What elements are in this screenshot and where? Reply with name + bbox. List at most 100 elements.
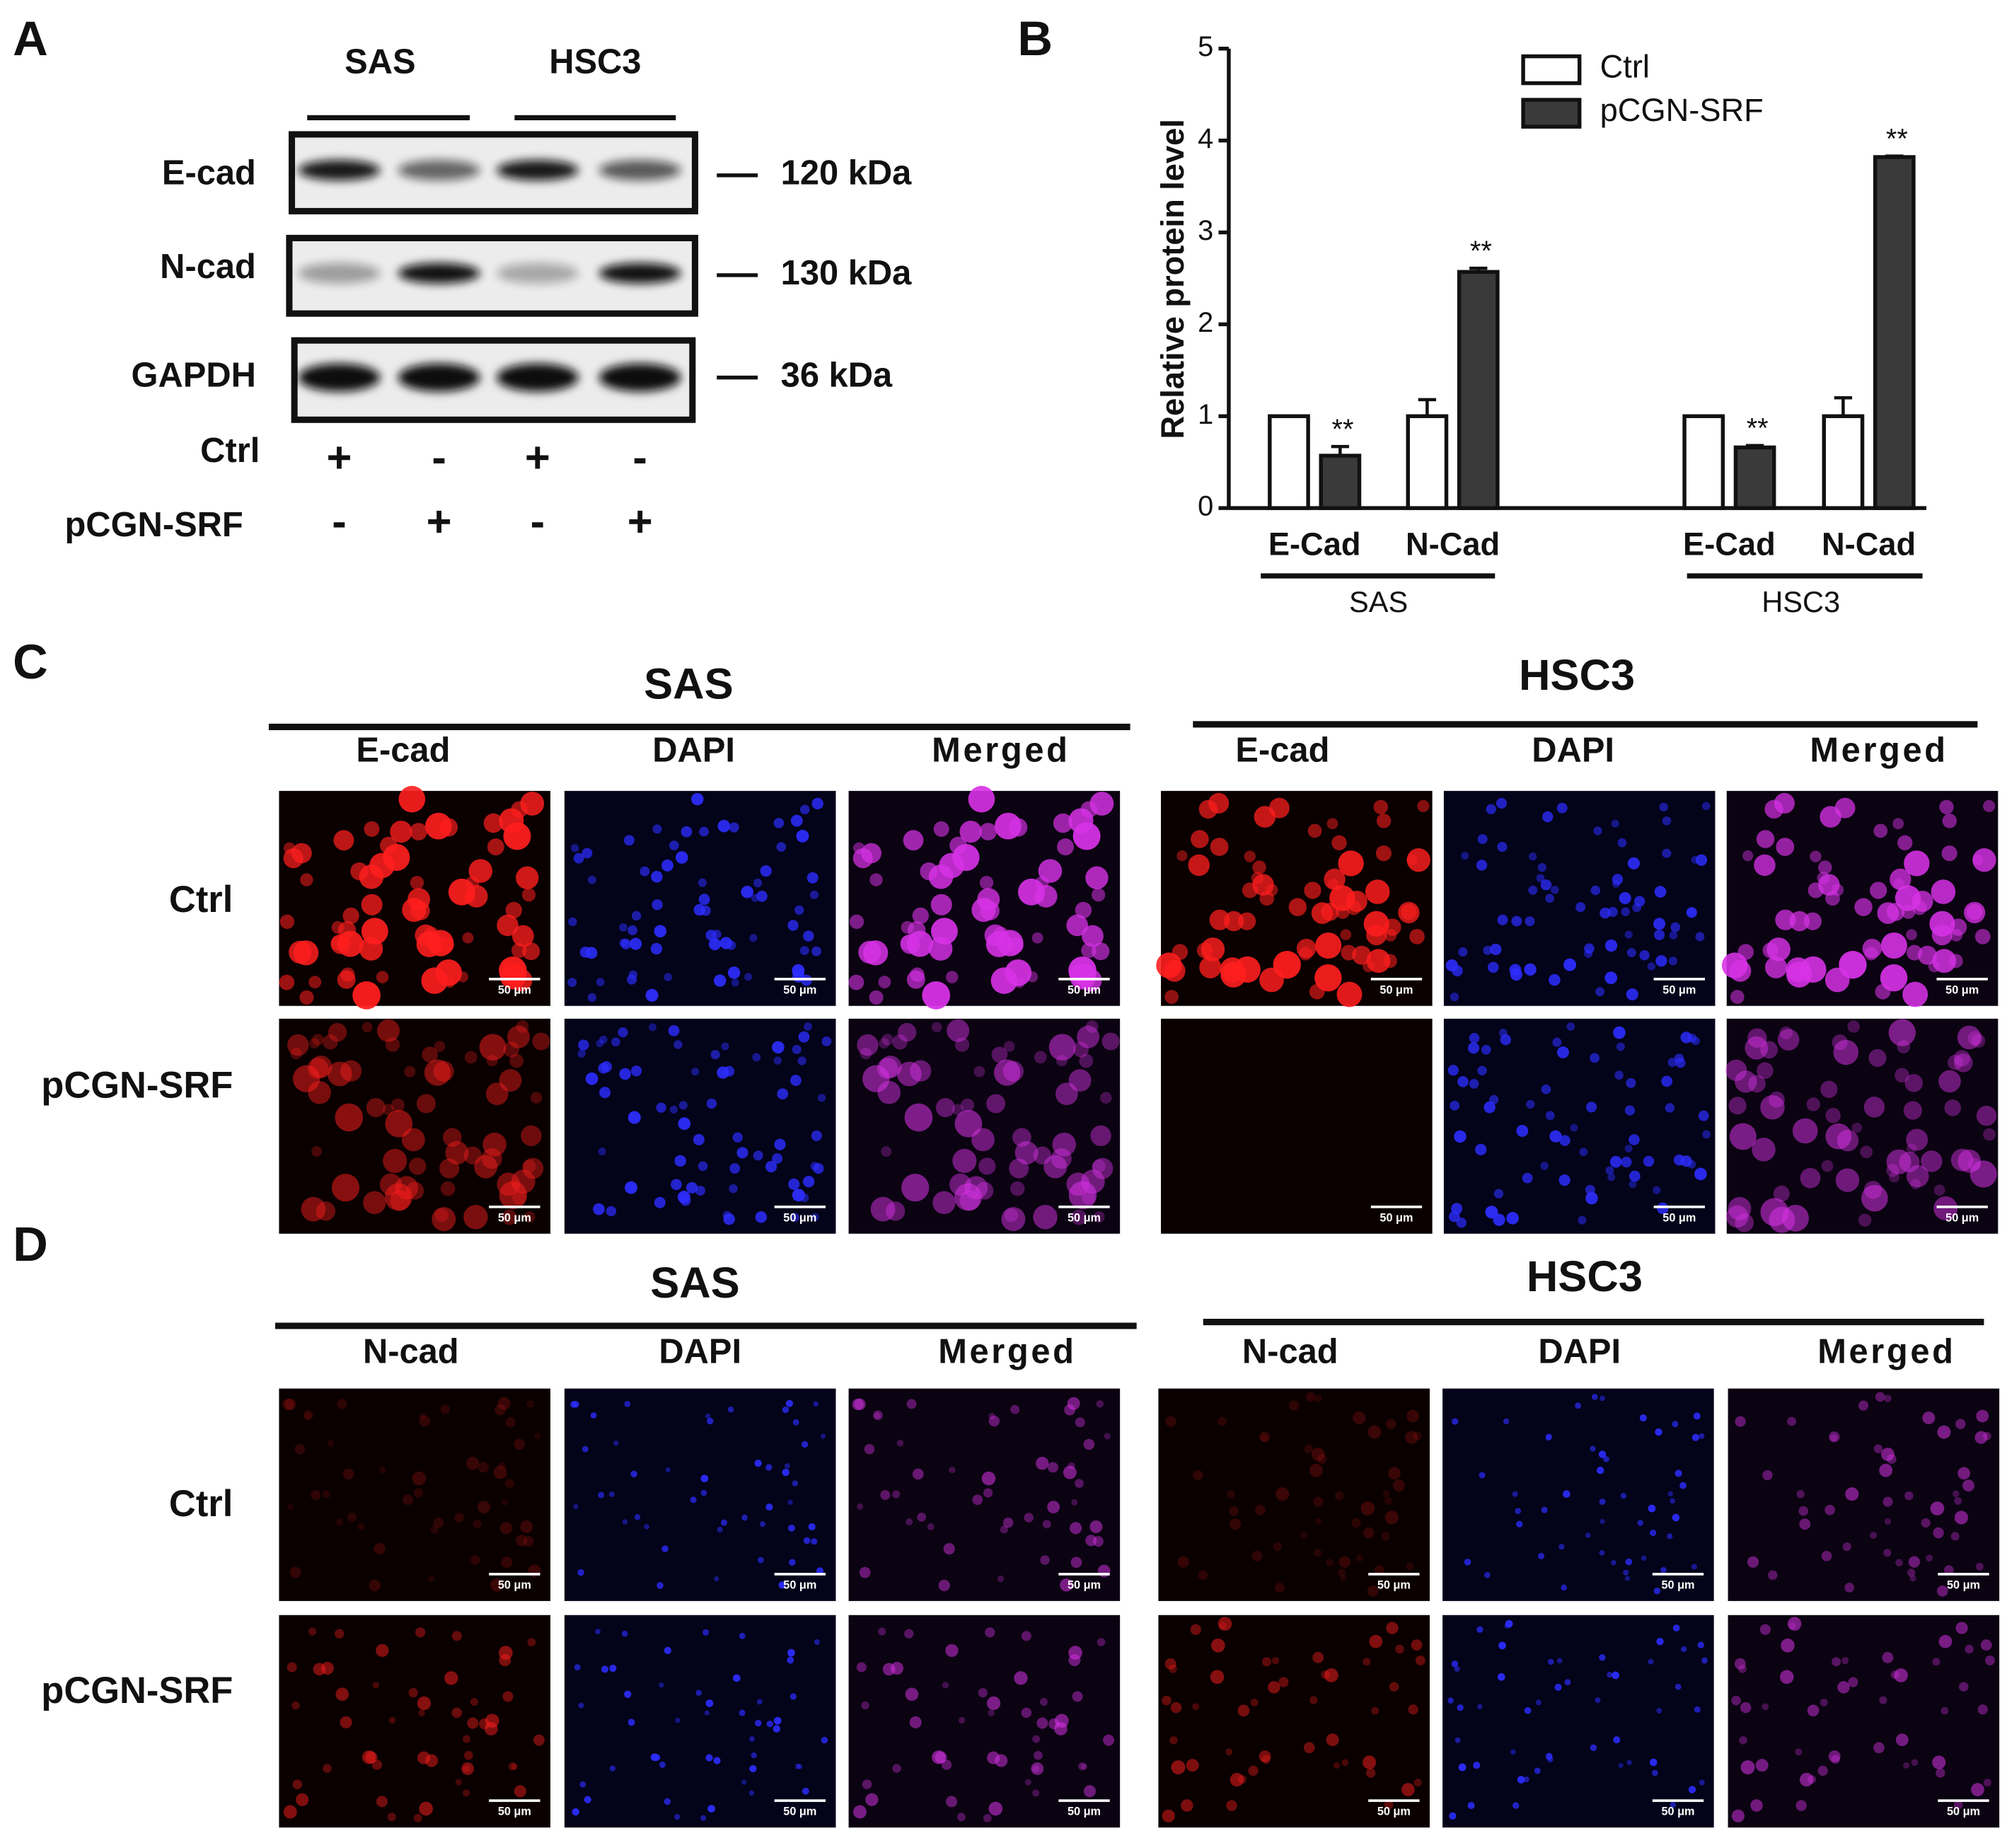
cell — [759, 1521, 766, 1528]
cell — [1260, 1434, 1268, 1442]
cell — [1369, 1634, 1383, 1648]
cell — [1603, 1455, 1609, 1462]
cell — [811, 1130, 822, 1141]
cell — [1273, 950, 1301, 979]
cell — [1360, 1501, 1375, 1515]
cell — [1067, 1397, 1080, 1410]
cell — [502, 1209, 517, 1225]
cell — [1629, 1180, 1637, 1189]
cell — [508, 1762, 517, 1771]
cell — [1545, 1433, 1552, 1440]
cell — [1740, 1702, 1752, 1714]
cell — [1031, 932, 1043, 944]
cell — [572, 1808, 580, 1816]
cell — [1473, 1761, 1481, 1769]
cell — [1388, 1467, 1401, 1480]
cell — [1525, 916, 1535, 927]
micrograph: 50 μm — [1158, 1388, 1430, 1601]
image-background — [1443, 1018, 1716, 1234]
cell — [1181, 1799, 1193, 1812]
cell — [927, 1523, 935, 1530]
cell — [1668, 957, 1678, 966]
cell — [1698, 1110, 1709, 1121]
cell — [1506, 1212, 1519, 1225]
cell — [1486, 804, 1496, 814]
cell — [675, 851, 688, 864]
cell — [279, 914, 295, 929]
condition-label: pCGN-SRF — [64, 506, 243, 544]
cell — [800, 1193, 809, 1202]
cell — [1626, 947, 1636, 957]
cell — [1271, 1657, 1280, 1665]
cell — [379, 1173, 403, 1196]
cell — [1503, 1418, 1510, 1425]
cell — [335, 1518, 343, 1526]
cell — [1639, 949, 1650, 961]
cell — [700, 905, 711, 916]
micrograph: 50 μm — [279, 785, 551, 1010]
cell — [380, 836, 398, 855]
cell — [284, 1398, 296, 1410]
cell — [736, 1147, 748, 1159]
cell — [502, 1498, 509, 1506]
band — [497, 160, 579, 181]
cell — [1384, 1511, 1399, 1525]
cell — [1971, 1783, 1984, 1796]
cell — [1303, 1742, 1315, 1754]
cell — [976, 1182, 994, 1200]
cell — [598, 1063, 609, 1074]
cell — [1252, 874, 1274, 896]
row-label: Ctrl — [169, 879, 233, 920]
micrograph: 50 μm — [1442, 1388, 1714, 1601]
cell — [765, 1160, 777, 1173]
cell — [1000, 1525, 1008, 1534]
cell — [857, 1034, 879, 1056]
cell — [659, 1682, 664, 1688]
cell — [361, 894, 383, 916]
cell — [1957, 1149, 1982, 1173]
cell — [1021, 1631, 1031, 1641]
cell — [1338, 1556, 1350, 1568]
cell — [892, 1764, 901, 1773]
cell — [702, 1629, 710, 1636]
cell — [1089, 1520, 1103, 1533]
cell — [304, 1412, 311, 1419]
cell — [729, 822, 739, 833]
cell — [1363, 1658, 1371, 1666]
cell — [787, 1656, 794, 1664]
cell — [1902, 981, 1928, 1007]
panel-label: D — [13, 1217, 48, 1271]
cell — [1611, 1559, 1616, 1566]
cell — [1773, 1185, 1790, 1202]
cell — [1884, 1518, 1892, 1525]
cell — [1225, 1748, 1233, 1756]
cell — [1796, 1490, 1805, 1498]
cell — [1516, 1124, 1529, 1137]
cell — [1464, 1558, 1471, 1566]
cell — [1034, 1051, 1047, 1064]
cell — [1467, 1801, 1475, 1809]
cell — [988, 1415, 1000, 1427]
cell — [881, 1146, 892, 1157]
cell — [1806, 1097, 1820, 1111]
legend-swatch — [1521, 54, 1582, 86]
cell — [1779, 1670, 1794, 1685]
cell — [803, 930, 814, 942]
cell — [678, 1101, 688, 1110]
cell — [707, 1805, 715, 1813]
cell — [1974, 928, 1991, 945]
cell — [606, 1206, 617, 1217]
cell — [1624, 1105, 1636, 1116]
cell — [1680, 1646, 1687, 1653]
cell — [785, 1463, 790, 1469]
cell — [960, 1098, 975, 1112]
cell — [917, 1512, 927, 1522]
cell — [721, 1042, 729, 1051]
cell — [1848, 1677, 1858, 1687]
cell — [1250, 1698, 1259, 1706]
cell — [1745, 1036, 1769, 1060]
bar — [1457, 270, 1500, 510]
cell — [1487, 961, 1499, 974]
cell — [1321, 903, 1339, 921]
cell — [390, 1190, 410, 1211]
